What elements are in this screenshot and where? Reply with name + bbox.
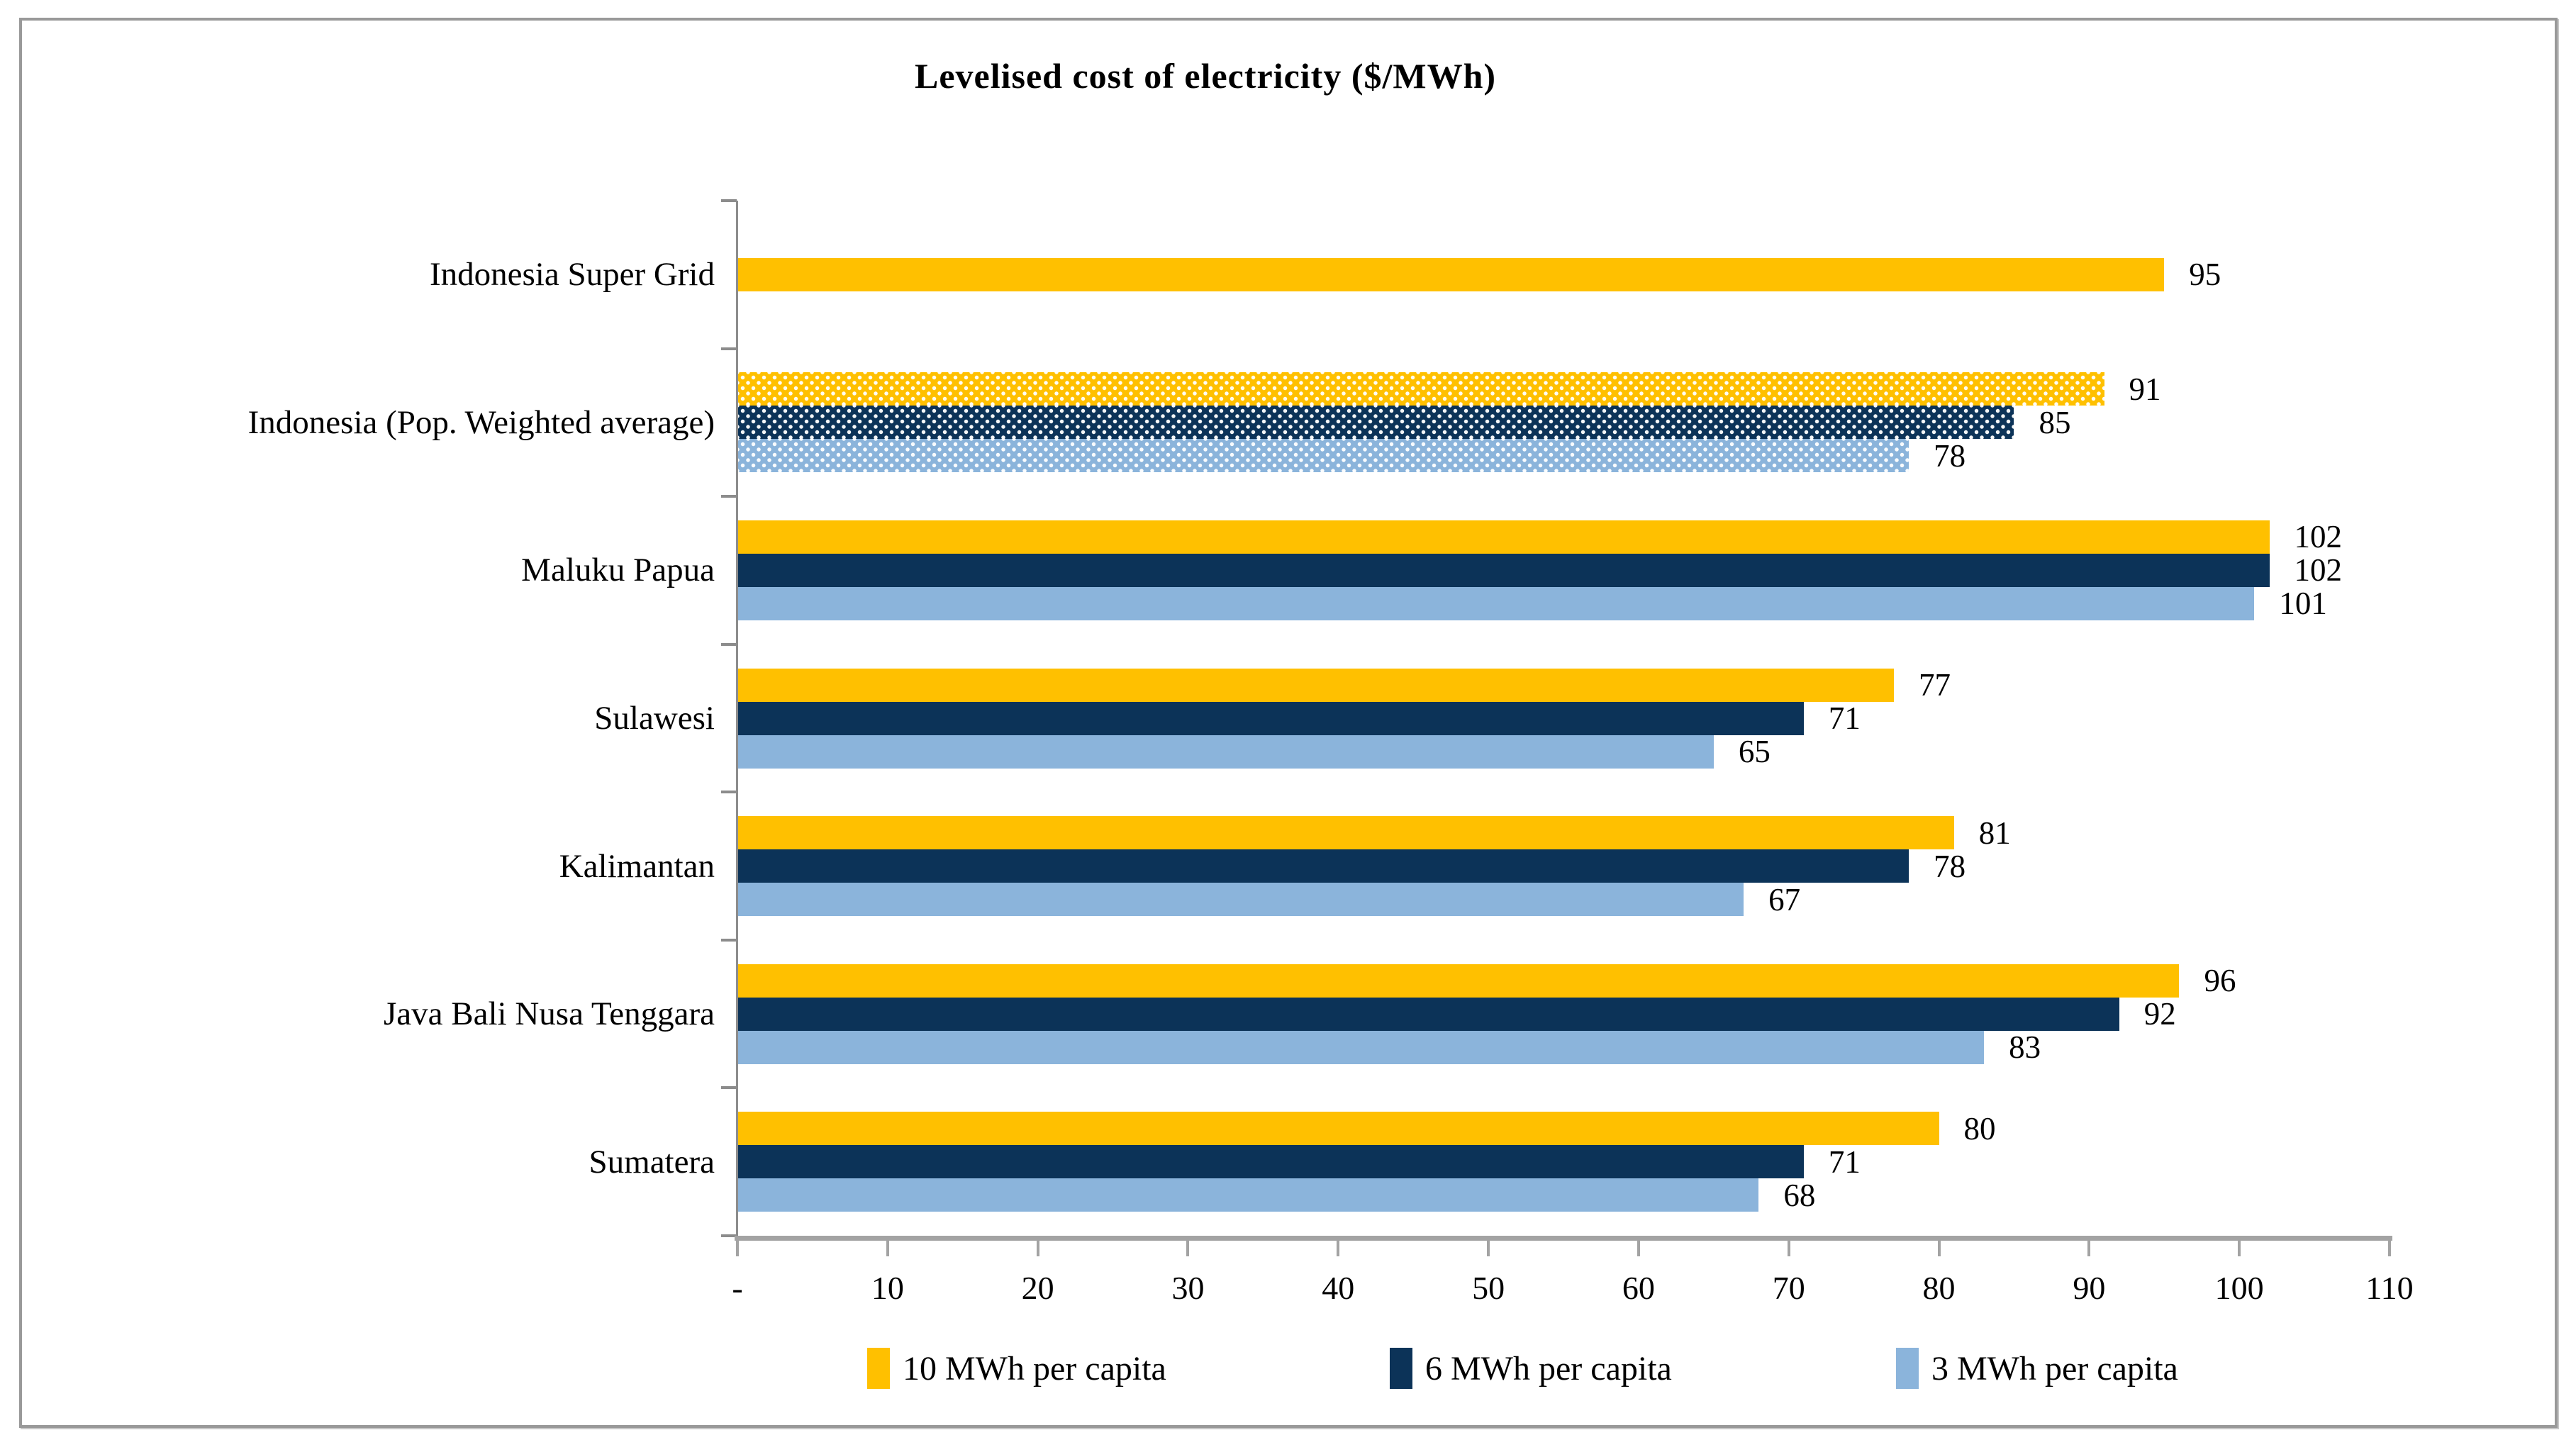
bar-value-label: 95: [2189, 257, 2221, 293]
bar-value-label: 80: [1963, 1110, 1996, 1146]
x-axis-tick: [1487, 1241, 1490, 1256]
category-label-java-bali-nusa-tenggara: Java Bali Nusa Tenggara: [384, 995, 715, 1033]
y-axis-line: [736, 201, 738, 1240]
bar-3-mwh-per-capita-maluku-papua: [737, 586, 2255, 620]
legend-item-6-mwh-per-capita: 6 MWh per capita: [1390, 1346, 1672, 1391]
bar-value-label: 96: [2204, 963, 2236, 999]
legend-label: 6 MWh per capita: [1425, 1349, 1672, 1387]
x-axis-tick: [1186, 1241, 1190, 1256]
legend-label: 3 MWh per capita: [1931, 1349, 2178, 1387]
bar-6-mwh-per-capita-java-bali-nusa-tenggara: [737, 997, 2119, 1031]
x-axis-tick: [1937, 1241, 1941, 1256]
bar-value-label: 102: [2294, 552, 2343, 588]
legend-swatch-icon: [1896, 1348, 1919, 1389]
x-axis-tick: [1337, 1241, 1340, 1256]
category-axis-tick: [721, 1234, 737, 1237]
category-label-maluku-papua: Maluku Papua: [521, 552, 715, 589]
x-axis-tick-label: 80: [1922, 1270, 1956, 1306]
legend-swatch-icon: [867, 1348, 890, 1389]
bar-10-mwh-per-capita-kalimantan: [737, 816, 1954, 850]
bar-value-label: 85: [2039, 404, 2071, 440]
x-axis-tick-label: 10: [871, 1270, 904, 1306]
bar-value-label: 81: [1978, 815, 2011, 851]
x-axis-tick: [2238, 1241, 2241, 1256]
bar-value-label: 71: [1828, 1144, 1861, 1180]
category-axis-tick: [721, 495, 737, 498]
x-axis-tick-label: 60: [1622, 1270, 1655, 1306]
bar-value-label: 68: [1783, 1177, 1816, 1213]
legend-label: 10 MWh per capita: [903, 1349, 1166, 1387]
bar-3-mwh-per-capita-java-bali-nusa-tenggara: [737, 1030, 1985, 1064]
bar-3-mwh-per-capita-sumatera: [737, 1178, 1759, 1212]
category-label-kalimantan: Kalimantan: [559, 847, 715, 885]
category-axis-tick: [721, 642, 737, 646]
bar-value-label: 91: [2129, 371, 2161, 407]
x-axis-tick-label: -: [732, 1270, 743, 1306]
x-axis-line: [735, 1236, 2392, 1241]
x-axis-tick-label: 20: [1021, 1270, 1054, 1306]
bar-6-mwh-per-capita-maluku-papua: [737, 553, 2270, 587]
bar-6-mwh-per-capita-kalimantan: [737, 849, 1909, 883]
x-axis-tick: [1787, 1241, 1790, 1256]
bar-6-mwh-per-capita-sumatera: [737, 1145, 1804, 1179]
category-label-sulawesi: Sulawesi: [594, 699, 715, 737]
category-label-indonesia-pop-weighted-average: Indonesia (Pop. Weighted average): [247, 403, 715, 441]
bar-value-label: 71: [1828, 700, 1861, 736]
x-axis-tick-label: 100: [2214, 1270, 2264, 1306]
x-axis-tick-label: 30: [1171, 1270, 1205, 1306]
x-axis-tick: [2388, 1241, 2391, 1256]
category-label-sumatera: Sumatera: [589, 1143, 715, 1180]
bar-6-mwh-per-capita-indonesia-pop-weighted-average: [737, 406, 2014, 440]
bar-value-label: 67: [1768, 881, 1801, 917]
legend-item-3-mwh-per-capita: 3 MWh per capita: [1896, 1346, 2178, 1391]
bar-value-label: 102: [2294, 519, 2343, 555]
bar-3-mwh-per-capita-indonesia-pop-weighted-average: [737, 439, 1909, 473]
x-axis-tick: [1637, 1241, 1640, 1256]
chart-title: Levelised cost of electricity ($/MWh): [914, 56, 1497, 96]
x-axis-tick-label: 90: [2073, 1270, 2106, 1306]
x-axis-tick-label: 40: [1322, 1270, 1355, 1306]
x-axis-tick-label: 70: [1772, 1270, 1805, 1306]
category-axis-tick: [721, 199, 737, 202]
legend-swatch-icon: [1390, 1348, 1412, 1389]
bar-value-label: 78: [1934, 437, 1966, 474]
bar-value-label: 77: [1919, 667, 1951, 703]
x-axis-tick: [736, 1241, 739, 1256]
bar-3-mwh-per-capita-kalimantan: [737, 883, 1744, 917]
bar-10-mwh-per-capita-maluku-papua: [737, 520, 2270, 554]
x-axis-tick: [886, 1241, 889, 1256]
category-axis-tick: [721, 1086, 737, 1090]
x-axis-tick-label: 50: [1472, 1270, 1505, 1306]
legend-item-10-mwh-per-capita: 10 MWh per capita: [867, 1346, 1166, 1391]
category-axis-tick: [721, 347, 737, 350]
category-axis-tick: [721, 791, 737, 794]
bar-10-mwh-per-capita-indonesia-super-grid: [737, 257, 2165, 291]
x-axis-tick: [1036, 1241, 1039, 1256]
x-axis-tick-label: 110: [2365, 1270, 2414, 1306]
bar-6-mwh-per-capita-sulawesi: [737, 701, 1804, 735]
x-axis-tick: [2087, 1241, 2091, 1256]
bar-3-mwh-per-capita-sulawesi: [737, 735, 1714, 769]
category-axis-tick: [721, 938, 737, 942]
category-label-indonesia-super-grid: Indonesia Super Grid: [429, 256, 715, 294]
bar-value-label: 65: [1738, 734, 1771, 769]
bar-value-label: 83: [2009, 1029, 2041, 1066]
bar-10-mwh-per-capita-java-bali-nusa-tenggara: [737, 964, 2180, 998]
bar-10-mwh-per-capita-sumatera: [737, 1112, 1939, 1146]
bar-10-mwh-per-capita-sulawesi: [737, 668, 1894, 702]
bar-10-mwh-per-capita-indonesia-pop-weighted-average: [737, 372, 2104, 406]
bar-value-label: 101: [2279, 586, 2327, 622]
bar-value-label: 92: [2143, 996, 2176, 1032]
bar-value-label: 78: [1934, 848, 1966, 884]
